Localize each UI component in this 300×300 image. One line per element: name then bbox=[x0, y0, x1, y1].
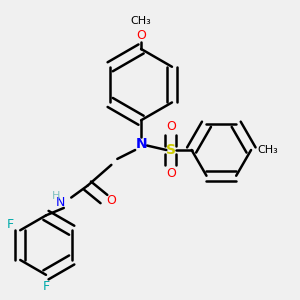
Text: H: H bbox=[52, 191, 61, 201]
Text: N: N bbox=[135, 137, 147, 151]
Text: O: O bbox=[136, 29, 146, 42]
Text: CH₃: CH₃ bbox=[131, 16, 152, 26]
Text: F: F bbox=[6, 218, 14, 231]
Text: O: O bbox=[106, 194, 116, 207]
Text: F: F bbox=[42, 280, 50, 293]
Text: O: O bbox=[166, 120, 176, 133]
Text: O: O bbox=[166, 167, 176, 180]
Text: N: N bbox=[56, 196, 65, 208]
Text: S: S bbox=[166, 143, 176, 157]
Text: CH₃: CH₃ bbox=[257, 145, 278, 155]
